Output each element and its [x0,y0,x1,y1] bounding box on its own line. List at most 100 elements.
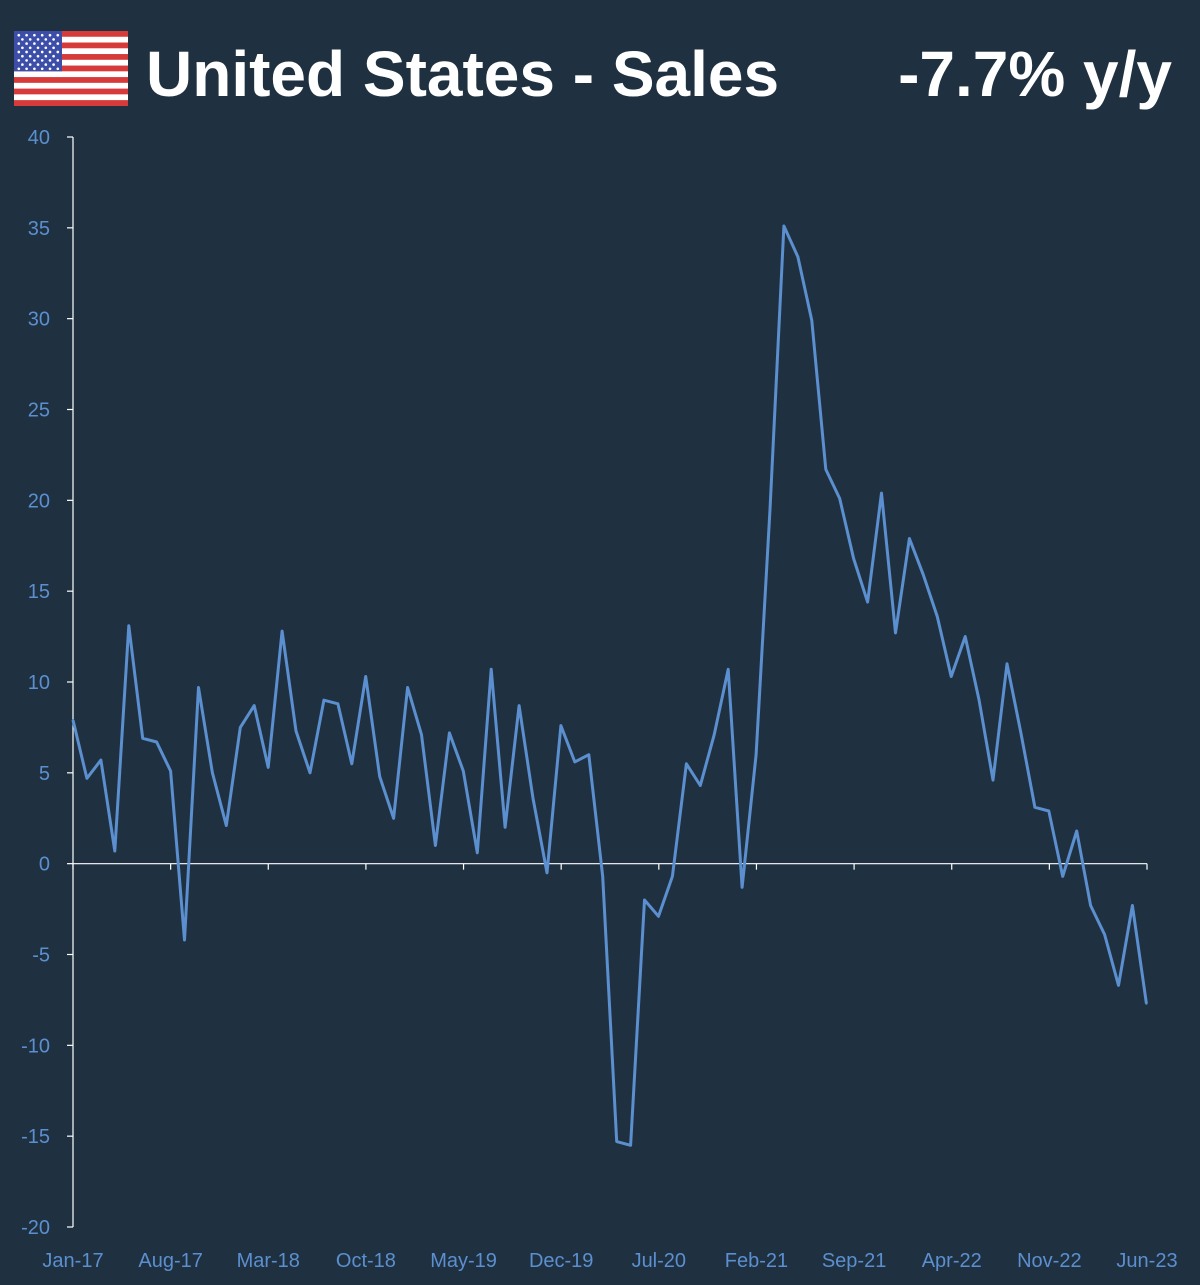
data-point [183,938,186,942]
data-point [169,769,172,773]
x-tick-label: May-19 [430,1250,497,1272]
data-point [71,719,75,722]
data-point [754,753,758,756]
data-point [768,508,772,511]
y-tick-label: 35 [28,218,50,240]
data-point [239,726,242,729]
headline-change-value: -7.7% y/y [898,38,1172,110]
x-axis: Jan-17 Aug-17 Mar-18 Oct-18 May-19 Dec-19 Jul-… [42,863,1178,1272]
data-point [113,849,117,853]
data-point [573,760,576,764]
data-point [977,699,981,702]
data-point [503,826,507,829]
data-point [615,1140,618,1143]
x-tick-label: Mar-18 [237,1250,300,1272]
data-point [1103,933,1106,936]
x-tick-label: Dec-19 [529,1250,593,1272]
x-tick-label: Nov-22 [1017,1250,1081,1272]
data-point [1033,806,1037,809]
data-point [713,733,716,736]
data-point [197,686,200,689]
data-point [462,769,465,773]
data-point [601,875,604,878]
data-point [378,775,381,778]
y-tick-label: 5 [39,763,50,785]
data-point [155,740,158,744]
data-point [991,778,995,782]
y-tick-label: 25 [28,400,50,422]
data-point [350,762,353,765]
x-tick-label: Jan-17 [42,1250,103,1272]
us-flag-icon [14,31,128,106]
data-point [908,537,911,540]
data-point [936,615,939,618]
data-point [364,675,367,678]
x-tick-label: Jun-23 [1116,1250,1177,1272]
data-point [685,762,688,765]
flag-stripes [14,31,128,106]
data-point [950,675,953,678]
data-point [852,557,855,560]
data-point [294,729,298,733]
data-point [559,724,563,727]
data-point [99,758,103,762]
data-point [322,699,326,702]
series-layer [71,224,1148,1147]
data-point [1117,984,1120,987]
sales-yoy-series-line [71,224,1148,1147]
data-point [490,668,493,671]
x-tick-label: Oct-18 [336,1250,396,1272]
chart-title: United States - Sales [146,38,780,110]
y-tick-label: 40 [28,127,50,149]
data-point [643,898,646,902]
data-point [1047,809,1051,813]
data-point [1089,904,1092,907]
data-point [1019,731,1023,735]
data-point [448,731,451,735]
y-tick-label: -5 [32,945,50,967]
y-tick-label: 15 [28,581,50,603]
data-point [1145,1002,1148,1005]
data-point [308,771,312,774]
data-point [671,875,674,878]
data-point [127,624,130,627]
x-tick-label: Aug-17 [138,1250,203,1272]
data-point [420,733,423,736]
data-point [880,491,883,495]
data-point [225,824,228,827]
data-point [280,629,284,633]
data-point [434,844,437,847]
x-tick-label: Feb-21 [725,1250,788,1272]
data-point [211,771,214,774]
data-point [392,817,395,820]
data-point [141,737,144,740]
data-point [85,777,89,780]
data-point [253,704,256,707]
data-point [1131,904,1134,907]
data-point [894,631,897,635]
y-tick-label: 20 [28,490,50,512]
data-point [727,668,730,671]
data-point [587,753,590,756]
data-point [964,635,967,638]
data-point [699,784,702,787]
data-point [545,871,549,874]
y-tick-label: -20 [21,1217,50,1239]
y-tick-label: 10 [28,672,50,694]
data-point [657,915,660,918]
data-point [796,255,800,259]
data-point [517,704,521,707]
y-tick-label: -15 [21,1126,50,1148]
data-point [838,497,841,500]
y-axis: -20 -15 -10 -5 0 5 10 15 20 25 30 35 40 [21,127,74,1239]
data-point [336,702,340,705]
data-point [1075,829,1078,833]
data-point [629,1144,632,1147]
data-point [866,600,869,604]
y-tick-label: -10 [21,1035,50,1057]
data-point [740,886,744,889]
y-tick-label: 0 [39,854,50,876]
x-tick-label: Sep-21 [822,1250,887,1272]
chart-header: United States - Sales -7.7% y/y [0,0,1200,125]
